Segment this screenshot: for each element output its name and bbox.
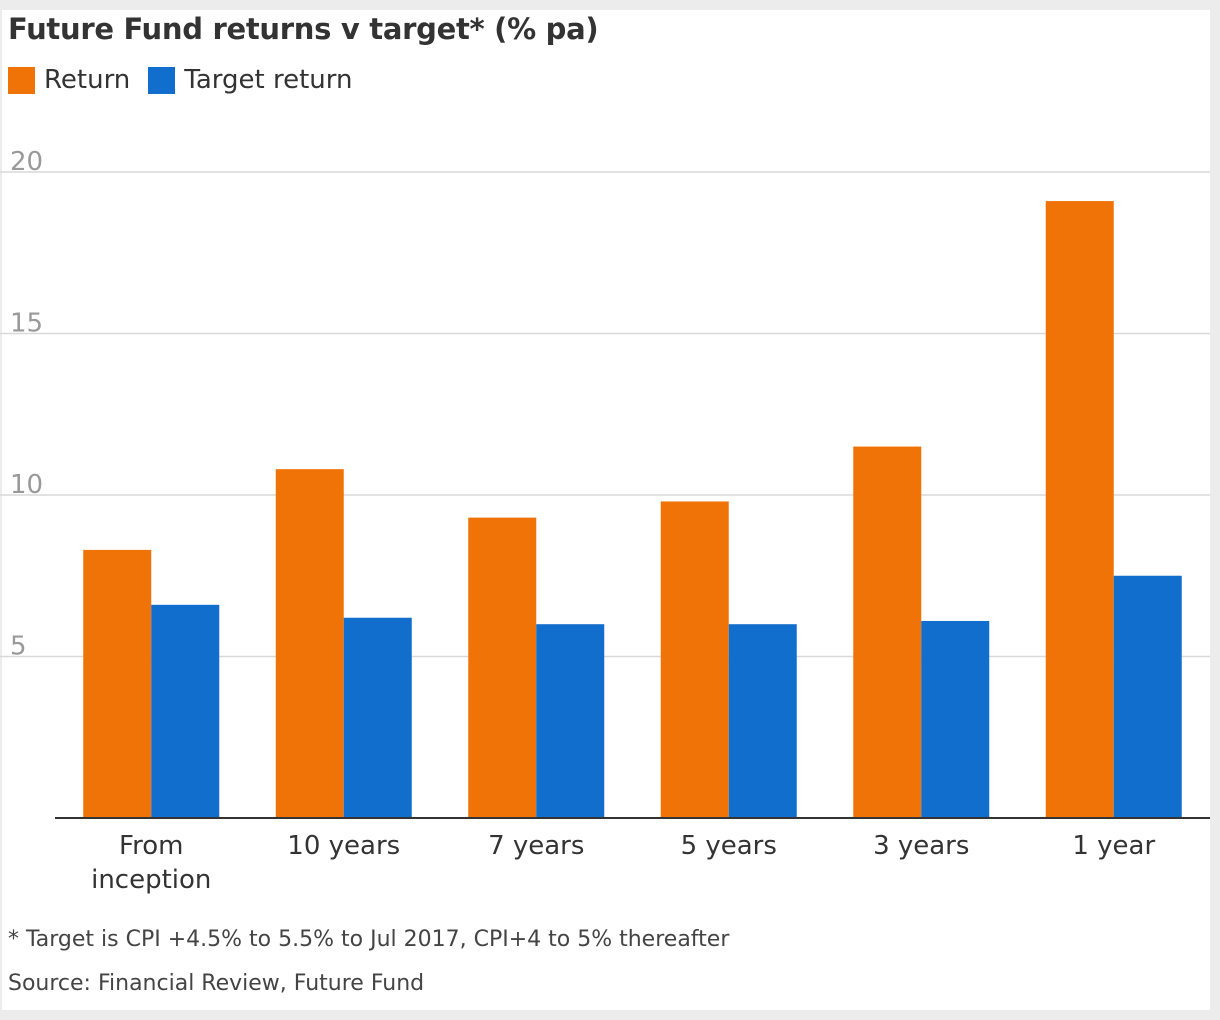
category-label: 1 year [1072, 831, 1155, 861]
bar-return [853, 446, 922, 818]
bar-target-return [151, 604, 220, 818]
y-tick-label: 10 [10, 470, 43, 500]
legend-item-return: Return [8, 65, 130, 95]
category-label: 5 years [681, 831, 777, 861]
bar-return [83, 549, 152, 818]
chart-legend: Return Target return [8, 64, 370, 96]
bar-return [275, 469, 344, 818]
y-tick-label: 20 [10, 147, 43, 177]
bar-target-return [343, 617, 412, 818]
legend-label-return: Return [44, 65, 131, 95]
y-tick-label: 15 [10, 309, 43, 339]
bar-return [468, 517, 537, 818]
gridlines [0, 171, 1210, 658]
legend-label-target-return: Target return [184, 65, 353, 95]
category-labels: From inception 10 years 7 years 5 years 3 yea… [91, 831, 1155, 895]
chart-footnote: * Target is CPI +4.5% to 5.5% to Jul 201… [8, 927, 730, 952]
legend-swatch-target-return [148, 66, 176, 94]
category-label: 10 years [287, 831, 400, 861]
bar-target-return [921, 620, 990, 818]
legend-item-target-return: Target return [148, 65, 352, 95]
legend-swatch-return [8, 66, 35, 94]
chart-source: Source: Financial Review, Future Fund [8, 971, 425, 996]
y-tick-labels: 5 10 15 20 [10, 147, 43, 662]
category-label: From inception [91, 831, 211, 895]
bar-return [660, 501, 729, 818]
chart-title: Future Fund returns v target* (% pa) [8, 12, 599, 46]
bar-target-return [536, 624, 605, 818]
category-label: 3 years [873, 831, 969, 861]
chart-frame [2, 10, 1210, 1010]
y-tick-label: 5 [10, 632, 27, 662]
category-label: 7 years [488, 831, 584, 861]
bar-target-return [728, 624, 797, 818]
bar-target-return [1113, 575, 1182, 818]
bar-return [1045, 201, 1114, 818]
bars [83, 201, 1182, 818]
